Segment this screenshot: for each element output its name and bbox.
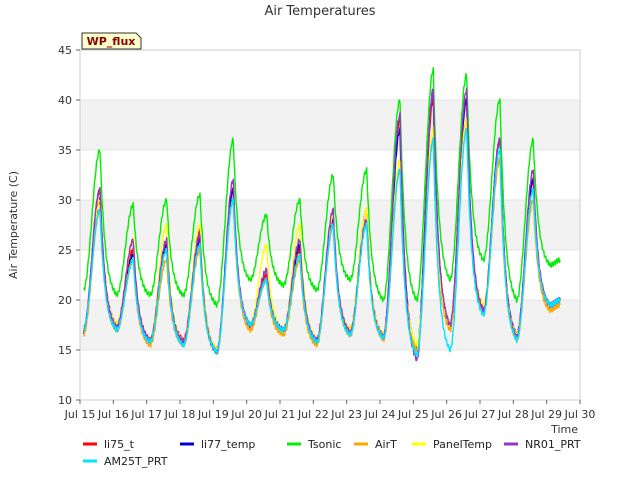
legend-label: NR01_PRT (525, 438, 581, 451)
x-tick-label: Jul 16 (97, 408, 129, 421)
series-lines (82, 66, 561, 362)
y-tick-label: 25 (58, 244, 72, 257)
y-tick-label: 35 (58, 144, 72, 157)
site-badge: WP_flux (81, 32, 142, 50)
x-tick-label: Jul 15 (64, 408, 96, 421)
y-axis-ticks: 10 15 20 25 30 35 40 45 (58, 44, 80, 407)
grid-band (80, 300, 580, 350)
x-tick-label: Jul 20 (230, 408, 262, 421)
y-tick-label: 45 (58, 44, 72, 57)
series-line-am25t-prt (82, 127, 561, 358)
x-axis-ticks: Jul 15 Jul 16 Jul 17 Jul 18 Jul 19 Jul 20 Jul … (64, 400, 596, 421)
x-tick-label: Jul 26 (430, 408, 462, 421)
x-axis-label: Time (550, 423, 578, 436)
legend-label: Tsonic (307, 438, 341, 451)
legend-label: li77_temp (201, 438, 255, 451)
plot-frame (79, 49, 581, 401)
y-tick-label: 15 (58, 344, 72, 357)
legend-label: li75_t (104, 438, 135, 451)
legend: li75_t li77_temp Tsonic AirT PanelTemp NR01_P… (83, 438, 581, 468)
legend-label: AM25T_PRT (104, 455, 168, 468)
y-tick-label: 20 (58, 294, 72, 307)
x-tick-label: Jul 29 (530, 408, 562, 421)
x-tick-label: Jul 28 (497, 408, 529, 421)
y-tick-label: 40 (58, 94, 72, 107)
chart-title: Air Temperatures (264, 4, 375, 19)
y-tick-label: 30 (58, 194, 72, 207)
x-tick-label: Jul 17 (130, 408, 162, 421)
x-tick-label: Jul 19 (197, 408, 229, 421)
legend-label: AirT (375, 438, 397, 451)
x-tick-label: Jul 21 (264, 408, 296, 421)
x-tick-label: Jul 30 (564, 408, 596, 421)
x-tick-label: Jul 18 (164, 408, 196, 421)
x-tick-label: Jul 27 (464, 408, 496, 421)
grid-band (80, 350, 580, 400)
y-tick-label: 10 (58, 394, 72, 407)
legend-label: PanelTemp (433, 438, 492, 451)
x-tick-label: Jul 22 (297, 408, 329, 421)
series-line-tsonic (83, 66, 561, 308)
x-tick-label: Jul 23 (330, 408, 362, 421)
grid-band (80, 50, 580, 100)
x-tick-label: Jul 24 (364, 408, 396, 421)
site-badge-label: WP_flux (87, 35, 136, 48)
x-tick-label: Jul 25 (397, 408, 429, 421)
y-axis-label: Air Temperature (C) (7, 171, 20, 279)
grid-band (80, 100, 580, 150)
grid-band (80, 150, 580, 200)
